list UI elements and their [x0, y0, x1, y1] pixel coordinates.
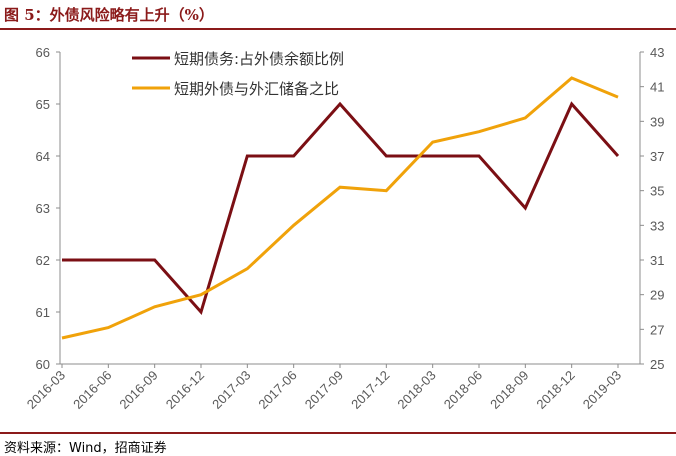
right-y-tick-label: 27 [650, 322, 664, 337]
x-tick-label: 2016-12 [163, 368, 207, 412]
x-tick-label: 2018-09 [487, 368, 531, 412]
x-tick-labels: 2016-03 2016-06 2016-09 2016-12 2017-03 2017-… [24, 364, 624, 412]
right-y-tick-label: 35 [650, 184, 664, 199]
right-y-tick-label: 41 [650, 80, 664, 95]
left-y-tick-label: 63 [36, 201, 50, 216]
x-tick-label: 2016-09 [116, 368, 160, 412]
legend-label-2: 短期外债与外汇储备之比 [174, 80, 339, 98]
x-tick-label: 2017-09 [302, 368, 346, 412]
x-tick-label: 2018-03 [394, 368, 438, 412]
x-tick-label: 2017-12 [348, 368, 392, 412]
left-y-tick-label: 60 [36, 357, 50, 372]
left-y-tick-label: 66 [36, 45, 50, 60]
right-y-tick-labels: 25 27 29 31 33 35 37 39 41 43 [640, 45, 664, 372]
x-tick-label: 2016-03 [24, 368, 68, 412]
left-y-tick-label: 62 [36, 253, 50, 268]
right-y-tick-label: 25 [650, 357, 664, 372]
x-tick-label: 2017-03 [209, 368, 253, 412]
chart: 2016-03 2016-06 2016-09 2016-12 2017-03 2017-… [24, 45, 665, 412]
series-line-1 [62, 101, 620, 316]
right-y-tick-label: 43 [650, 45, 664, 60]
chart-title: 图 5：外债风险略有上升（%） [4, 6, 214, 24]
x-tick-label: 2018-12 [533, 368, 577, 412]
x-tick-label: 2017-06 [255, 368, 299, 412]
x-tick-label: 2016-06 [70, 368, 114, 412]
right-y-tick-label: 37 [650, 149, 664, 164]
x-tick-label: 2018-06 [441, 368, 485, 412]
left-y-tick-labels: 60 61 62 63 64 65 66 [36, 45, 60, 372]
left-y-tick-label: 61 [36, 305, 50, 320]
left-y-tick-label: 65 [36, 97, 50, 112]
source-note: 资料来源：Wind，招商证券 [4, 441, 167, 456]
source-bar: 资料来源：Wind，招商证券 [0, 432, 676, 456]
axes [59, 52, 641, 365]
right-y-tick-label: 39 [650, 114, 664, 129]
x-tick-label: 2019-03 [580, 368, 624, 412]
right-y-tick-label: 29 [650, 288, 664, 303]
title-bar: 图 5：外债风险略有上升（%） [0, 0, 676, 30]
right-y-tick-label: 31 [650, 253, 664, 268]
legend-label-1: 短期债务:占外债余额比例 [174, 50, 344, 68]
left-y-tick-label: 64 [36, 149, 50, 164]
right-y-tick-label: 33 [650, 218, 664, 233]
series-line-2 [61, 76, 619, 340]
series-lines [61, 76, 620, 340]
